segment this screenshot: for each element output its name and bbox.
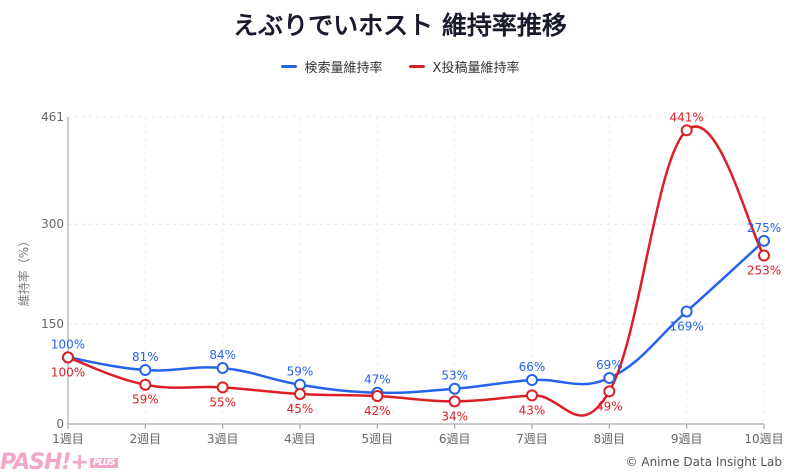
data-label: 45% [287, 402, 314, 416]
data-point [448, 395, 461, 408]
x-tick-label: 4週目 [284, 432, 316, 446]
data-label: 441% [670, 110, 704, 124]
data-point [371, 390, 384, 403]
data-label: 69% [596, 358, 623, 372]
data-point [526, 374, 538, 387]
data-point [139, 364, 152, 377]
data-point [603, 385, 616, 398]
legend-item-x-posts[interactable]: X投稿量維持率 [408, 57, 520, 76]
legend: 検索量維持率 X投稿量維持率 [0, 57, 800, 76]
data-label: 55% [209, 395, 236, 409]
data-label: 42% [364, 404, 391, 418]
x-tick-label: 2週目 [130, 432, 162, 446]
data-label: 49% [596, 399, 623, 413]
x-tick-label: 6週目 [439, 432, 471, 446]
data-label: 100% [51, 337, 85, 351]
data-point [526, 389, 538, 402]
data-point [216, 362, 229, 375]
x-tick-label: 1週目 [52, 432, 84, 446]
x-tick-label: 3週目 [207, 432, 239, 446]
y-tick-label: 461 [41, 110, 64, 124]
data-point [758, 249, 770, 262]
chart-title: えぶりでいホスト 維持率推移 [233, 11, 567, 40]
data-point [680, 305, 693, 318]
data-label: 84% [209, 348, 236, 362]
data-label: 53% [441, 369, 468, 383]
data-point [294, 388, 306, 401]
y-tick-label: 300 [41, 217, 64, 231]
legend-label: X投稿量維持率 [432, 61, 520, 76]
series-line-1 [67, 125, 766, 417]
x-tick-label: 5週目 [362, 432, 394, 446]
data-label: 253% [747, 264, 781, 278]
data-point [680, 124, 693, 137]
legend-swatch-search [280, 65, 297, 68]
data-label: 59% [287, 365, 314, 379]
data-label: 34% [441, 409, 468, 423]
pash-plus-logo: PASH!+ PLUS [0, 450, 118, 475]
legend-swatch-x-posts [408, 65, 425, 68]
data-point [216, 381, 229, 394]
y-tick-label: 150 [41, 317, 64, 331]
x-tick-label: 10週目 [744, 432, 783, 446]
data-point [62, 351, 74, 364]
data-point [448, 382, 461, 395]
data-point [139, 378, 152, 391]
data-label: 81% [132, 350, 159, 364]
series-line-0 [67, 239, 765, 395]
data-point [603, 372, 616, 385]
y-axis-label: 維持率（%） [16, 235, 31, 306]
data-label: 275% [747, 221, 781, 235]
x-tick-label: 9週目 [671, 432, 703, 446]
data-point [758, 234, 770, 247]
legend-label: 検索量維持率 [304, 61, 383, 76]
data-label: 59% [132, 393, 159, 407]
x-tick-label: 7週目 [516, 432, 548, 446]
legend-item-search[interactable]: 検索量維持率 [280, 57, 383, 76]
data-label: 100% [51, 365, 85, 379]
credit: © Anime Data Insight Lab [625, 455, 782, 469]
x-tick-label: 8週目 [594, 432, 626, 446]
data-label: 47% [364, 373, 391, 387]
data-label: 169% [670, 319, 704, 333]
data-label: 66% [519, 360, 546, 374]
data-label: 43% [519, 403, 546, 417]
y-tick-label: 0 [56, 417, 64, 431]
